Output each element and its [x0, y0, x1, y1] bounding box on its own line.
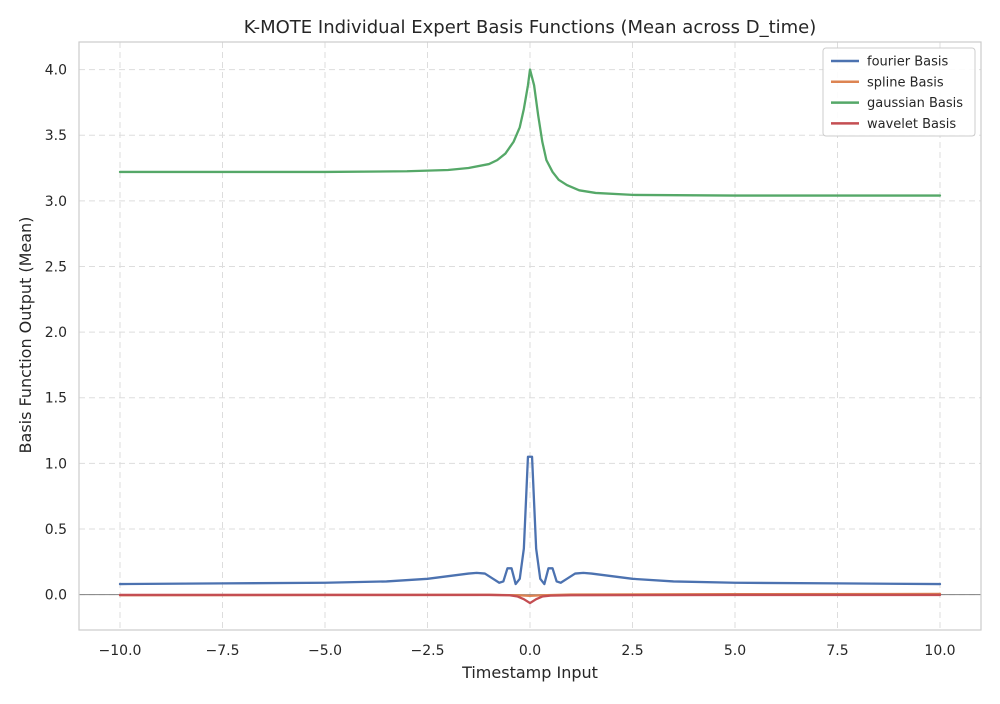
- y-tick-label: 2.5: [45, 259, 67, 275]
- legend-label-spline-basis: spline Basis: [867, 75, 944, 90]
- y-axis-title: Basis Function Output (Mean): [16, 217, 35, 454]
- x-tick-label: −2.5: [411, 643, 445, 659]
- y-tick-label: 3.0: [45, 194, 67, 210]
- y-tick-label: 4.0: [45, 63, 67, 79]
- x-tick-label: 2.5: [621, 643, 643, 659]
- series-line-fourier-basis: [118, 455, 942, 586]
- legend: fourier Basis spline Basis gaussian Basis w…: [822, 47, 976, 137]
- y-axis-ticks: 0.0 0.5 1.0 1.5 2.0 2.5 3.0 3.5 4.0: [45, 63, 67, 604]
- x-tick-label: 10.0: [924, 643, 955, 659]
- y-tick-label: 2.0: [45, 325, 67, 341]
- y-tick-label: 1.5: [45, 391, 67, 407]
- x-tick-label: 7.5: [826, 643, 848, 659]
- x-tick-label: −5.0: [308, 643, 342, 659]
- series-line-gaussian-basis: [118, 68, 942, 197]
- x-tick-label: 5.0: [724, 643, 746, 659]
- chart-title: K-MOTE Individual Expert Basis Functions…: [244, 17, 817, 38]
- x-axis-ticks: −10.0 −7.5 −5.0 −2.5 0.0 2.5 5.0 7.5 10.0: [99, 643, 956, 659]
- series-layer: [118, 68, 942, 605]
- x-tick-label: 0.0: [519, 643, 541, 659]
- plot-frame: [78, 41, 982, 631]
- x-tick-label: −10.0: [99, 643, 142, 659]
- y-tick-label: 3.5: [45, 128, 67, 144]
- x-axis-title: Timestamp Input: [461, 663, 598, 682]
- legend-label-fourier-basis: fourier Basis: [867, 55, 948, 70]
- legend-label-wavelet-basis: wavelet Basis: [867, 117, 956, 132]
- y-tick-label: 1.0: [45, 456, 67, 472]
- series-line-wavelet-basis: [118, 593, 942, 605]
- legend-box: [822, 47, 976, 137]
- y-tick-label: 0.0: [45, 588, 67, 604]
- x-tick-label: −7.5: [206, 643, 240, 659]
- legend-label-gaussian-basis: gaussian Basis: [867, 96, 963, 111]
- y-tick-label: 0.5: [45, 522, 67, 538]
